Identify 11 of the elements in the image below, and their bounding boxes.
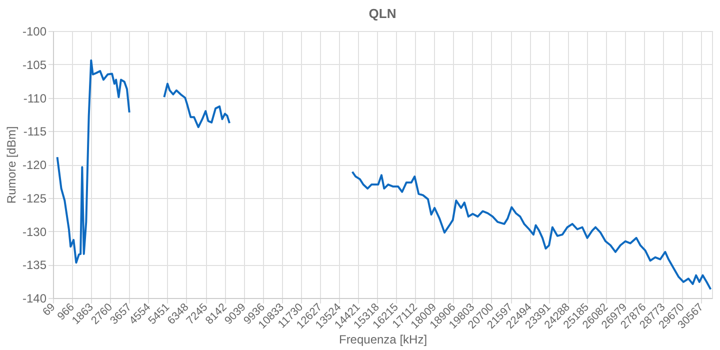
y-tick-label: -120 [22,158,47,172]
y-tick-label: -100 [22,24,47,38]
y-tick-label: -105 [22,58,47,72]
chart-title: QLN [368,6,396,21]
y-tick-label: -115 [23,124,47,139]
y-tick-label: -125 [22,191,47,206]
x-axis-title: Frequenza [kHz] [338,332,428,347]
y-tick-label: -110 [23,91,47,106]
y-tick-label: -130 [22,224,47,239]
y-axis-title: Rumore [dBm] [4,126,18,204]
y-tick-label: -135 [22,258,47,272]
